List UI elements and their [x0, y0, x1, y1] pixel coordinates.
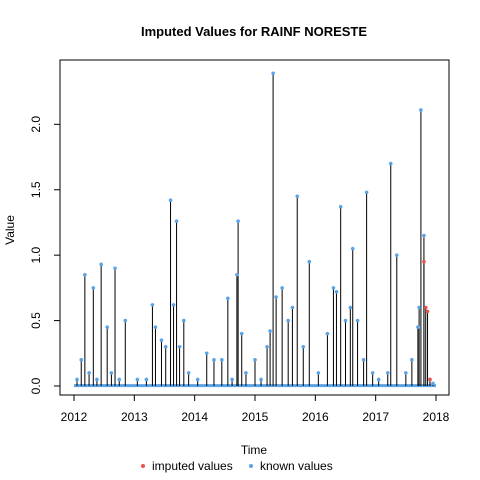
known-value-point	[361, 358, 366, 362]
known-value-point	[182, 318, 186, 323]
known-value-point	[325, 331, 330, 336]
known-value-point	[163, 344, 168, 349]
known-value-point	[422, 233, 426, 238]
known-value-point	[376, 377, 381, 382]
known-value-point	[230, 377, 234, 382]
known-value-point	[316, 371, 321, 375]
known-value-point	[171, 303, 176, 307]
legend-marker	[141, 464, 145, 468]
y-tick-label: 2.0	[29, 116, 43, 133]
y-axis-label: Value	[3, 215, 17, 245]
known-value-point	[195, 377, 200, 382]
y-tick-label: 0.5	[29, 312, 43, 329]
x-tick-label: 2013	[121, 410, 148, 424]
known-value-point	[385, 371, 390, 375]
known-value-point	[364, 190, 369, 195]
imputed-value-point	[428, 377, 432, 382]
known-value-point	[105, 325, 109, 329]
known-value-point	[109, 371, 114, 375]
y-tick-label: 1.0	[29, 247, 43, 264]
known-value-point	[280, 286, 284, 290]
known-value-point	[259, 377, 263, 382]
x-axis-label: Time	[241, 443, 268, 457]
imputed-value-point	[422, 259, 426, 264]
known-value-point	[331, 286, 336, 290]
known-value-point	[253, 358, 257, 362]
known-value-point	[431, 381, 435, 386]
legend-label: imputed values	[152, 459, 233, 473]
known-value-point	[159, 338, 164, 343]
known-value-point	[226, 296, 230, 301]
known-value-point	[150, 303, 155, 307]
known-value-point	[290, 305, 295, 310]
known-value-point	[394, 253, 399, 257]
known-value-point	[265, 344, 269, 349]
known-value-point	[177, 344, 182, 349]
y-tick-label: 1.5	[29, 181, 43, 198]
y-axis: 0.0 0.5 1.0 1.5 2.0	[29, 116, 60, 394]
known-value-point	[274, 295, 278, 299]
legend-marker	[249, 464, 253, 468]
known-value-point	[348, 305, 353, 310]
known-value-point	[123, 318, 128, 323]
known-value-point	[144, 377, 149, 382]
y-tick-label: 0.0	[29, 377, 43, 394]
known-value-point	[244, 371, 248, 375]
known-value-point	[417, 305, 421, 310]
known-value-point	[117, 377, 122, 382]
x-tick-label: 2018	[423, 410, 450, 424]
x-tick-label: 2015	[242, 410, 269, 424]
imputed-value-point	[423, 305, 428, 310]
x-tick-label: 2012	[61, 410, 88, 424]
known-value-point	[91, 286, 96, 290]
known-value-point	[295, 194, 300, 199]
known-value-point	[212, 358, 216, 362]
known-value-point	[419, 108, 423, 112]
known-value-point	[416, 325, 420, 329]
legend-label: known values	[260, 459, 333, 473]
imputed-value-point	[425, 309, 430, 314]
known-value-point	[268, 329, 272, 333]
x-tick-label: 2014	[181, 410, 208, 424]
known-value-point	[388, 161, 393, 166]
known-value-point	[135, 377, 140, 382]
known-value-point	[239, 331, 244, 336]
known-value-point	[87, 371, 91, 375]
known-value-point	[75, 377, 79, 382]
known-value-point	[338, 204, 343, 209]
known-value-point	[334, 290, 339, 294]
known-value-point	[350, 246, 355, 251]
known-value-point	[174, 219, 179, 223]
known-value-point	[286, 318, 290, 323]
series-layer	[74, 71, 436, 388]
known-value-point	[355, 318, 360, 323]
known-value-point	[204, 351, 209, 356]
known-value-point	[99, 262, 103, 267]
known-value-point	[153, 325, 158, 329]
known-value-point	[343, 318, 348, 323]
known-value-point	[186, 371, 191, 375]
known-value-point	[168, 198, 173, 203]
known-value-point	[301, 344, 306, 349]
known-value-point	[113, 266, 117, 271]
known-value-point	[235, 272, 239, 277]
known-value-point	[271, 71, 275, 76]
x-tick-label: 2017	[362, 410, 389, 424]
known-value-point	[95, 377, 99, 382]
known-value-point	[220, 358, 224, 362]
known-value-point	[236, 219, 240, 223]
x-axis: 2012 2013 2014 2015 2016 2017 2018	[61, 394, 450, 424]
chart-title: Imputed Values for RAINF NORESTE	[141, 24, 367, 39]
known-value-point	[410, 358, 414, 362]
x-tick-label: 2016	[302, 410, 329, 424]
known-value-point	[307, 259, 312, 264]
known-value-point	[83, 272, 87, 277]
legend: imputed values known values	[141, 459, 333, 473]
known-value-point	[404, 371, 408, 375]
known-value-point	[370, 371, 375, 375]
known-value-point	[79, 358, 84, 362]
